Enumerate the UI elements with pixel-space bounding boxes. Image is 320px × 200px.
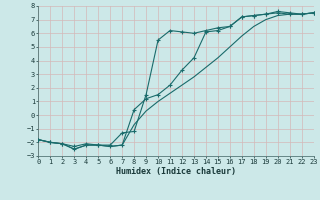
X-axis label: Humidex (Indice chaleur): Humidex (Indice chaleur) [116, 167, 236, 176]
